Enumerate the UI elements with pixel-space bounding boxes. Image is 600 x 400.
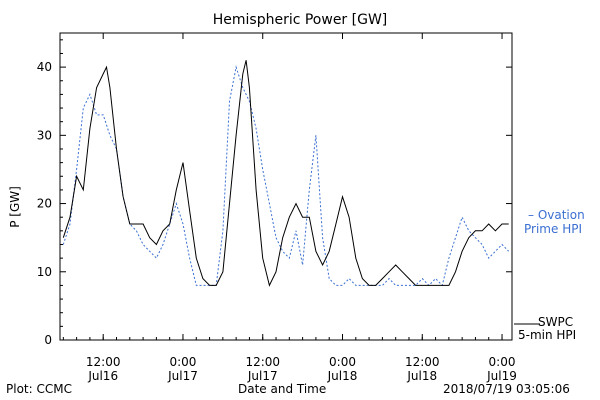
legend-swpc-line1: SWPC [538, 315, 574, 329]
x-tick-date: Jul19 [486, 369, 517, 383]
y-tick-label: 0 [44, 333, 52, 347]
x-tick-time: 0:00 [329, 355, 356, 369]
legend-ovation: – Ovation Prime HPI [524, 208, 585, 236]
x-tick-date: Jul17 [247, 369, 278, 383]
plot-timestamp: 2018/07/19 03:05:06 [443, 382, 570, 396]
chart-title: Hemispheric Power [GW] [212, 12, 388, 28]
plot-source-label: Plot: CCMC [6, 382, 72, 396]
x-tick-time: 12:00 [405, 355, 440, 369]
data-series [62, 60, 540, 325]
y-tick-label: 10 [37, 265, 52, 279]
plot-axes [59, 32, 513, 341]
x-tick-date: Jul16 [87, 369, 118, 383]
y-axis-label: P [GW] [7, 186, 22, 228]
axis-ticks: 01020304012:00Jul160:00Jul1712:00Jul170:… [37, 33, 517, 383]
legend-ovation-line1: Ovation [537, 208, 585, 222]
x-tick-time: 12:00 [86, 355, 121, 369]
series-line [62, 65, 510, 287]
legend-swpc: SWPC [538, 315, 573, 329]
y-tick-label: 20 [37, 197, 52, 211]
x-tick-date: Jul17 [167, 369, 198, 383]
series-line [62, 60, 509, 287]
x-tick-time: 0:00 [489, 355, 516, 369]
plot-frame [59, 32, 513, 341]
legend-ovation-line2: Prime HPI [524, 222, 582, 236]
x-tick-date: Jul18 [406, 369, 437, 383]
x-tick-date: Jul18 [327, 369, 358, 383]
x-tick-time: 0:00 [169, 355, 196, 369]
y-tick-label: 40 [37, 60, 52, 74]
y-tick-label: 30 [37, 128, 52, 142]
legend-swpc-line2: 5-min HPI [518, 328, 577, 342]
x-axis-label: Date and Time [238, 382, 327, 396]
legend-swpc-sub: 5-min HPI [518, 328, 576, 342]
x-tick-time: 12:00 [245, 355, 280, 369]
